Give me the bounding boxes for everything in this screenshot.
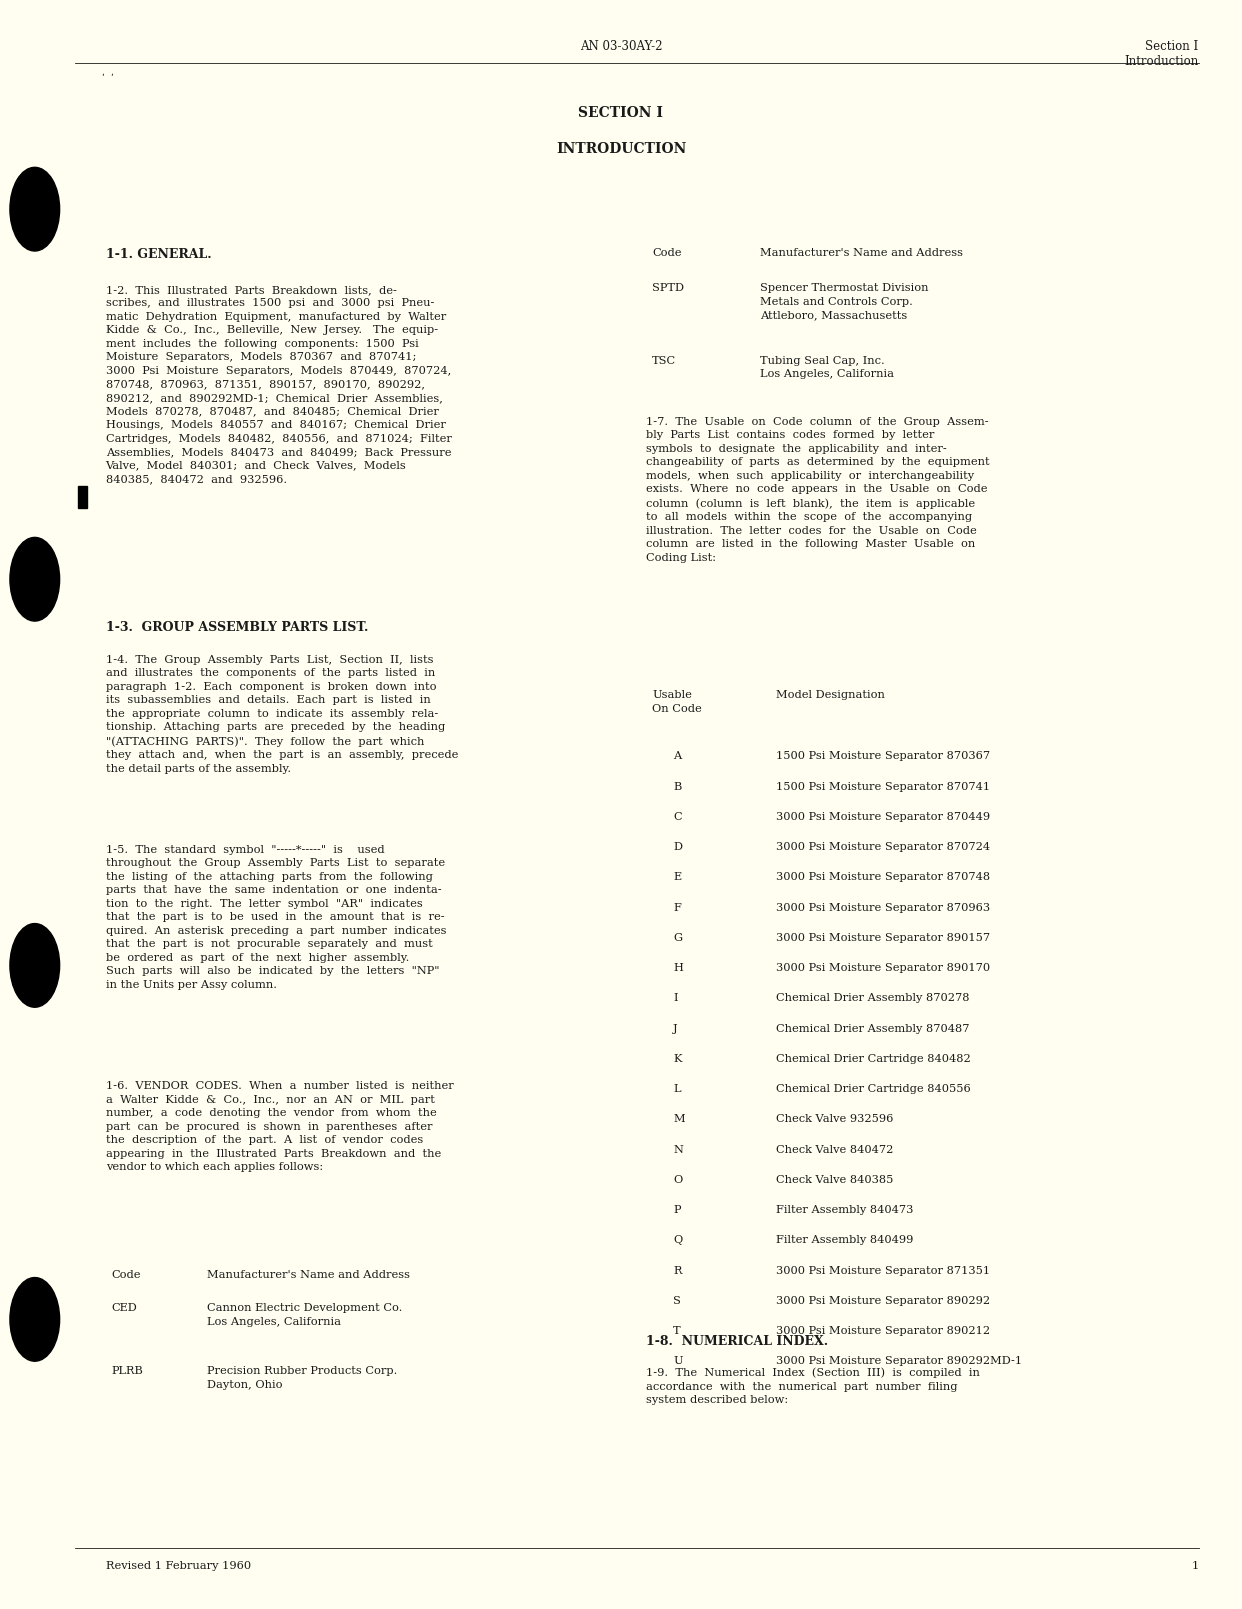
Text: Chemical Drier Cartridge 840482: Chemical Drier Cartridge 840482 bbox=[776, 1054, 971, 1064]
Text: 1-5.  The  standard  symbol  "-----*-----"  is    used
throughout  the  Group  A: 1-5. The standard symbol "-----*-----" i… bbox=[106, 845, 446, 990]
Text: S: S bbox=[673, 1295, 681, 1307]
Text: TSC: TSC bbox=[652, 356, 676, 365]
Text: 1500 Psi Moisture Separator 870367: 1500 Psi Moisture Separator 870367 bbox=[776, 751, 990, 761]
Text: I: I bbox=[673, 993, 678, 1004]
Ellipse shape bbox=[10, 1278, 60, 1361]
Text: L: L bbox=[673, 1084, 681, 1094]
Text: J: J bbox=[673, 1023, 678, 1033]
Text: SPTD: SPTD bbox=[652, 283, 684, 293]
Text: Usable
On Code: Usable On Code bbox=[652, 690, 702, 714]
Text: Check Valve 932596: Check Valve 932596 bbox=[776, 1115, 894, 1125]
Text: Precision Rubber Products Corp.
Dayton, Ohio: Precision Rubber Products Corp. Dayton, … bbox=[207, 1366, 397, 1390]
Text: 1-7.  The  Usable  on  Code  column  of  the  Group  Assem-
bly  Parts  List  co: 1-7. The Usable on Code column of the Gr… bbox=[646, 417, 990, 563]
Text: U: U bbox=[673, 1356, 683, 1366]
Text: Q: Q bbox=[673, 1236, 682, 1245]
Text: R: R bbox=[673, 1266, 682, 1276]
Text: 1500 Psi Moisture Separator 870741: 1500 Psi Moisture Separator 870741 bbox=[776, 782, 990, 792]
Text: PLRB: PLRB bbox=[112, 1366, 144, 1376]
Text: 1-2.  This  Illustrated  Parts  Breakdown  lists,  de-
scribes,  and  illustrate: 1-2. This Illustrated Parts Breakdown li… bbox=[106, 285, 451, 484]
Text: D: D bbox=[673, 842, 682, 853]
Text: 3000 Psi Moisture Separator 890170: 3000 Psi Moisture Separator 890170 bbox=[776, 964, 990, 973]
Text: 1: 1 bbox=[1191, 1561, 1199, 1570]
Text: Model Designation: Model Designation bbox=[776, 690, 886, 700]
Text: CED: CED bbox=[112, 1303, 138, 1313]
Text: N: N bbox=[673, 1144, 683, 1155]
Text: 1-6.  VENDOR  CODES.  When  a  number  listed  is  neither
a  Walter  Kidde  &  : 1-6. VENDOR CODES. When a number listed … bbox=[106, 1081, 453, 1173]
Text: 3000 Psi Moisture Separator 890212: 3000 Psi Moisture Separator 890212 bbox=[776, 1326, 990, 1335]
Text: K: K bbox=[673, 1054, 682, 1064]
Text: Revised 1 February 1960: Revised 1 February 1960 bbox=[106, 1561, 251, 1570]
Text: 3000 Psi Moisture Separator 890292MD-1: 3000 Psi Moisture Separator 890292MD-1 bbox=[776, 1356, 1022, 1366]
Text: Filter Assembly 840499: Filter Assembly 840499 bbox=[776, 1236, 914, 1245]
Text: G: G bbox=[673, 933, 682, 943]
Text: F: F bbox=[673, 903, 681, 912]
Text: 3000 Psi Moisture Separator 870748: 3000 Psi Moisture Separator 870748 bbox=[776, 872, 990, 882]
Text: E: E bbox=[673, 872, 682, 882]
Text: A: A bbox=[673, 751, 682, 761]
Text: M: M bbox=[673, 1115, 684, 1125]
Text: P: P bbox=[673, 1205, 681, 1215]
Text: SECTION I: SECTION I bbox=[579, 106, 663, 121]
Text: Chemical Drier Assembly 870487: Chemical Drier Assembly 870487 bbox=[776, 1023, 970, 1033]
Text: Chemical Drier Assembly 870278: Chemical Drier Assembly 870278 bbox=[776, 993, 970, 1004]
Text: T: T bbox=[673, 1326, 681, 1335]
Text: Spencer Thermostat Division
Metals and Controls Corp.
Attleboro, Massachusetts: Spencer Thermostat Division Metals and C… bbox=[760, 283, 929, 320]
Text: Cannon Electric Development Co.
Los Angeles, California: Cannon Electric Development Co. Los Ange… bbox=[207, 1303, 402, 1327]
Text: Check Valve 840385: Check Valve 840385 bbox=[776, 1175, 894, 1184]
Text: 1-9.  The  Numerical  Index  (Section  III)  is  compiled  in
accordance  with  : 1-9. The Numerical Index (Section III) i… bbox=[646, 1368, 980, 1405]
Text: ʹ  ʹ: ʹ ʹ bbox=[102, 74, 113, 84]
Text: AN 03-30AY-2: AN 03-30AY-2 bbox=[580, 40, 662, 53]
Text: Tubing Seal Cap, Inc.
Los Angeles, California: Tubing Seal Cap, Inc. Los Angeles, Calif… bbox=[760, 356, 894, 380]
Ellipse shape bbox=[10, 537, 60, 621]
Text: Chemical Drier Cartridge 840556: Chemical Drier Cartridge 840556 bbox=[776, 1084, 971, 1094]
Text: 3000 Psi Moisture Separator 870963: 3000 Psi Moisture Separator 870963 bbox=[776, 903, 990, 912]
Text: 1-1. GENERAL.: 1-1. GENERAL. bbox=[106, 248, 211, 261]
Text: Introduction: Introduction bbox=[1124, 55, 1199, 68]
Text: C: C bbox=[673, 813, 682, 822]
Text: Code: Code bbox=[112, 1270, 142, 1279]
Text: 1-3.  GROUP ASSEMBLY PARTS LIST.: 1-3. GROUP ASSEMBLY PARTS LIST. bbox=[106, 621, 368, 634]
Text: 1-4.  The  Group  Assembly  Parts  List,  Section  II,  lists
and  illustrates  : 1-4. The Group Assembly Parts List, Sect… bbox=[106, 655, 458, 774]
Text: 1-8.  NUMERICAL INDEX.: 1-8. NUMERICAL INDEX. bbox=[646, 1335, 828, 1348]
Text: Check Valve 840472: Check Valve 840472 bbox=[776, 1144, 894, 1155]
Bar bbox=[78, 486, 87, 508]
Text: Code: Code bbox=[652, 248, 682, 257]
Text: 3000 Psi Moisture Separator 870724: 3000 Psi Moisture Separator 870724 bbox=[776, 842, 990, 853]
Text: 3000 Psi Moisture Separator 871351: 3000 Psi Moisture Separator 871351 bbox=[776, 1266, 990, 1276]
Text: 3000 Psi Moisture Separator 890157: 3000 Psi Moisture Separator 890157 bbox=[776, 933, 990, 943]
Ellipse shape bbox=[10, 167, 60, 251]
Text: O: O bbox=[673, 1175, 682, 1184]
Text: Manufacturer's Name and Address: Manufacturer's Name and Address bbox=[207, 1270, 410, 1279]
Ellipse shape bbox=[10, 924, 60, 1007]
Text: 3000 Psi Moisture Separator 870449: 3000 Psi Moisture Separator 870449 bbox=[776, 813, 990, 822]
Text: Section I: Section I bbox=[1145, 40, 1199, 53]
Text: 3000 Psi Moisture Separator 890292: 3000 Psi Moisture Separator 890292 bbox=[776, 1295, 990, 1307]
Text: Filter Assembly 840473: Filter Assembly 840473 bbox=[776, 1205, 914, 1215]
Text: Manufacturer's Name and Address: Manufacturer's Name and Address bbox=[760, 248, 963, 257]
Text: INTRODUCTION: INTRODUCTION bbox=[556, 142, 686, 156]
Text: H: H bbox=[673, 964, 683, 973]
Text: B: B bbox=[673, 782, 682, 792]
